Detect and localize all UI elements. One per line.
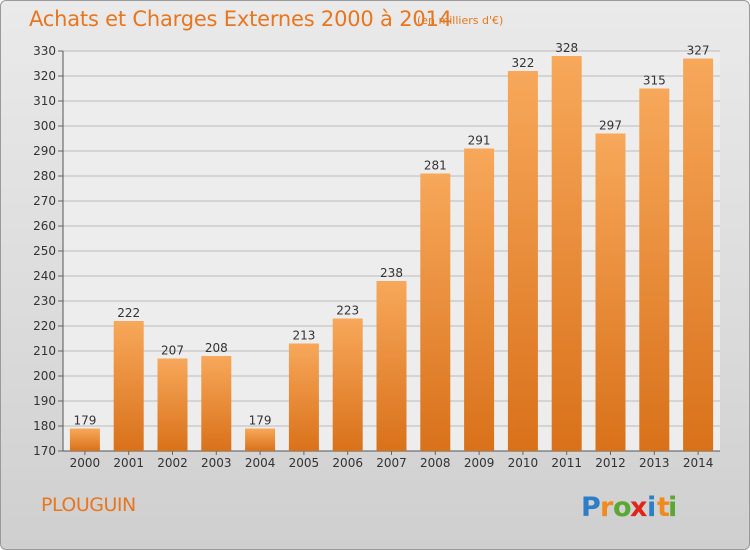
y-tick-label: 180 <box>33 419 56 433</box>
bar <box>376 281 407 451</box>
bar <box>595 133 626 451</box>
data-label: 297 <box>599 119 622 133</box>
logo-letter: i <box>668 492 677 523</box>
logo-letter: r <box>600 492 614 523</box>
y-tick-label: 270 <box>33 194 56 208</box>
data-label: 238 <box>380 266 403 280</box>
logo-letter: t <box>657 492 670 523</box>
data-label: 223 <box>336 304 359 318</box>
y-tick-label: 290 <box>33 144 56 158</box>
data-label: 208 <box>205 341 228 355</box>
data-label: 179 <box>73 414 96 428</box>
bar <box>464 148 495 451</box>
x-tick-label: 2004 <box>245 456 276 470</box>
x-tick-label: 2007 <box>376 456 407 470</box>
y-tick-label: 170 <box>33 444 56 458</box>
y-tick-label: 230 <box>33 294 56 308</box>
logo-letter: i <box>647 492 656 523</box>
x-tick-label: 2010 <box>508 456 539 470</box>
y-tick-label: 280 <box>33 169 56 183</box>
data-label: 315 <box>643 74 666 88</box>
data-label: 207 <box>161 344 184 358</box>
x-tick-label: 2011 <box>551 456 582 470</box>
data-label: 322 <box>511 56 534 70</box>
bar <box>69 428 100 451</box>
y-tick-label: 250 <box>33 244 56 258</box>
data-label: 179 <box>249 414 272 428</box>
y-tick-label: 320 <box>33 69 56 83</box>
x-tick-label: 2005 <box>289 456 320 470</box>
logo-letter: o <box>613 492 632 523</box>
x-tick-label: 2008 <box>420 456 451 470</box>
x-tick-label: 2014 <box>683 456 714 470</box>
x-tick-label: 2003 <box>201 456 232 470</box>
bar <box>683 58 714 451</box>
x-tick-label: 2012 <box>595 456 626 470</box>
bar <box>507 71 538 451</box>
location-label: PLOUGUIN <box>41 494 136 516</box>
x-tick-label: 2001 <box>113 456 144 470</box>
data-label: 291 <box>468 134 491 148</box>
data-label: 281 <box>424 159 447 173</box>
bar <box>113 321 144 451</box>
bar <box>245 428 276 451</box>
bar <box>332 318 363 451</box>
data-label: 213 <box>292 329 315 343</box>
x-tick-label: 2000 <box>70 456 101 470</box>
bar <box>551 56 582 451</box>
x-tick-label: 2006 <box>332 456 363 470</box>
data-label: 327 <box>687 44 710 58</box>
y-tick-label: 200 <box>33 369 56 383</box>
logo-letter: x <box>630 492 647 523</box>
bar <box>288 343 319 451</box>
bar <box>157 358 188 451</box>
data-label: 222 <box>117 306 140 320</box>
y-tick-label: 300 <box>33 119 56 133</box>
y-tick-label: 330 <box>33 44 56 58</box>
bar <box>201 356 232 451</box>
x-tick-label: 2009 <box>464 456 495 470</box>
logo-letter: P <box>581 492 601 523</box>
y-tick-label: 190 <box>33 394 56 408</box>
y-tick-label: 240 <box>33 269 56 283</box>
chart-title: Achats et Charges Externes 2000 à 2014 <box>29 7 452 31</box>
data-label: 328 <box>555 41 578 55</box>
chart-subtitle: (en milliers d'€) <box>417 14 504 27</box>
y-tick-label: 310 <box>33 94 56 108</box>
x-tick-label: 2013 <box>639 456 670 470</box>
y-tick-label: 220 <box>33 319 56 333</box>
x-tick-label: 2002 <box>157 456 188 470</box>
bar <box>639 88 670 451</box>
y-tick-label: 210 <box>33 344 56 358</box>
bar <box>420 173 451 451</box>
y-tick-label: 260 <box>33 219 56 233</box>
